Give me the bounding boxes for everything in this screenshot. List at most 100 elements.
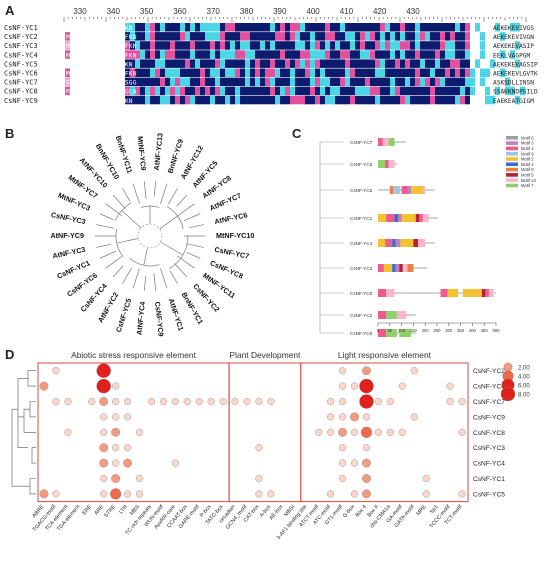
tree-branch	[160, 241, 184, 256]
bubble	[458, 428, 466, 436]
alignment-cell	[485, 95, 490, 105]
alignment-cell	[80, 68, 85, 77]
alignment-cell	[285, 86, 290, 96]
alignment-cell	[395, 95, 400, 105]
alignment-cell	[95, 68, 100, 77]
bubble	[327, 490, 335, 498]
alignment-cell	[255, 68, 260, 77]
alignment-cell	[520, 77, 525, 87]
alignment-cell	[520, 59, 525, 68]
alignment-cell	[185, 95, 190, 105]
alignment-cell	[500, 23, 505, 32]
alignment-cell	[515, 95, 520, 105]
alignment-cell	[100, 77, 105, 87]
alignment-cell	[185, 32, 190, 41]
motif-block	[388, 160, 395, 168]
ruler-label: 370	[207, 7, 221, 16]
alignment-cell	[100, 59, 105, 68]
alignment-cell	[435, 50, 440, 59]
alignment-cell	[215, 68, 220, 77]
bubble	[338, 474, 347, 483]
alignment-cell	[75, 68, 80, 77]
alignment-cell	[180, 41, 185, 50]
alignment-cell	[95, 95, 100, 105]
alignment-cell	[455, 41, 460, 50]
alignment-cell	[165, 50, 170, 59]
alignment-cell	[510, 77, 515, 87]
alignment-cell	[195, 23, 200, 32]
alignment-cell	[210, 23, 215, 32]
motif-gene-label: CsNF-YC2	[350, 313, 373, 318]
alignment-cell	[510, 59, 515, 68]
alignment-cell	[475, 86, 480, 96]
tree-branch	[143, 247, 148, 266]
motif-axis-label: 350	[457, 328, 465, 333]
section-header: Plant Development	[230, 350, 301, 360]
bubble	[183, 397, 191, 406]
alignment-cell	[495, 86, 500, 96]
alignment-cell	[380, 59, 385, 68]
alignment-cell	[430, 77, 435, 87]
bubble	[39, 381, 49, 391]
alignment-cell	[260, 86, 265, 96]
tree-leaf-label: CsNF-YC7	[214, 245, 250, 261]
alignment-cell	[160, 41, 165, 50]
motif-legend-label: Motif 9	[521, 151, 534, 156]
alignment-cell	[345, 23, 350, 32]
alignment-cell	[160, 86, 165, 96]
alignment-cell	[255, 59, 260, 68]
alignment-cell	[310, 59, 315, 68]
bubble	[243, 397, 251, 406]
alignment-cell	[80, 41, 85, 50]
alignment-cell	[235, 23, 240, 32]
sequence-text: SGSGGGGGGQMSGSGSGG	[66, 80, 137, 87]
alignment-cell	[110, 95, 115, 105]
alignment-cell	[310, 86, 315, 96]
alignment-cell	[145, 41, 150, 50]
alignment-cell	[95, 59, 100, 68]
alignment-cell	[285, 59, 290, 68]
alignment-cell	[190, 68, 195, 77]
phylogenetic-tree: BnNF-YC11 MtNF-YC9 AtNF-YC13 BnNF-YC9AtNF-Y…	[50, 132, 254, 337]
bubble	[255, 474, 263, 483]
alignment-cell	[335, 41, 340, 50]
alignment-cell	[285, 50, 290, 59]
alignment-cell	[190, 59, 195, 68]
alignment-cell	[510, 41, 515, 50]
alignment-cell	[165, 59, 170, 68]
alignment-cell	[320, 59, 325, 68]
alignment-cell	[70, 41, 75, 50]
alignment-cell	[225, 50, 230, 59]
alignment-cell	[360, 68, 365, 77]
alignment-cell	[270, 95, 275, 105]
alignment-cell	[300, 41, 305, 50]
alignment-cell	[365, 41, 370, 50]
alignment-cell	[205, 32, 210, 41]
alignment-cell	[275, 68, 280, 77]
alignment-cell	[460, 95, 465, 105]
alignment-cell	[130, 41, 135, 50]
alignment-cell	[190, 23, 195, 32]
bubble	[446, 397, 454, 406]
alignment-cell	[270, 86, 275, 96]
alignment-cell	[195, 32, 200, 41]
alignment-cell	[435, 77, 440, 87]
bubble	[422, 490, 430, 498]
ruler-label: 330	[73, 7, 87, 16]
alignment-cell	[250, 95, 255, 105]
alignment-cell	[450, 68, 455, 77]
alignment-cell	[220, 23, 225, 32]
alignment-cell	[505, 41, 510, 50]
bubble	[338, 459, 347, 467]
alignment-cell	[200, 32, 205, 41]
alignment-cell	[415, 32, 420, 41]
alignment-cell	[300, 59, 305, 68]
tree-leaf-label: AtNF-YC9	[50, 231, 84, 240]
motif-block	[386, 311, 397, 319]
alignment-cell	[65, 77, 70, 87]
alignment-cell	[445, 86, 450, 96]
alignment-cell	[75, 23, 80, 32]
motif-block	[378, 214, 387, 222]
alignment-cell	[175, 50, 180, 59]
alignment-cell	[110, 50, 115, 59]
